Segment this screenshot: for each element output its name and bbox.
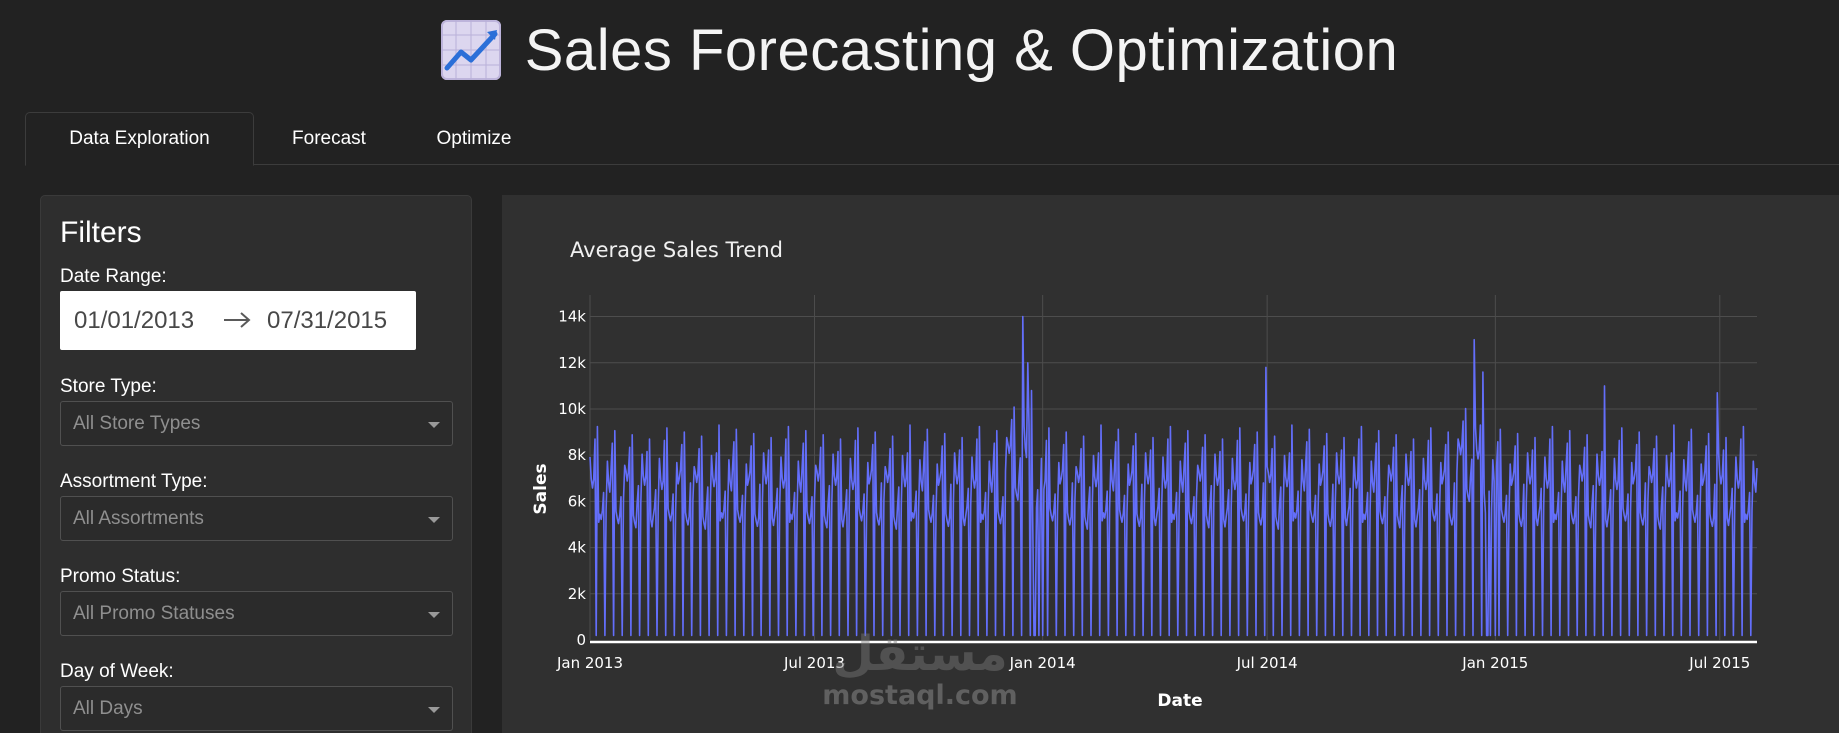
y-tick-label: 14k bbox=[558, 308, 586, 326]
y-tick-label: 0 bbox=[576, 631, 586, 649]
filters-title: Filters bbox=[60, 216, 142, 249]
chevron-down-icon bbox=[428, 422, 440, 428]
assortment-type-value: All Assortments bbox=[73, 508, 204, 529]
x-axis-title: Date bbox=[1157, 691, 1202, 711]
promo-status-label: Promo Status: bbox=[60, 566, 181, 587]
sales-series-line[interactable] bbox=[589, 315, 1758, 637]
chevron-down-icon bbox=[428, 612, 440, 618]
y-tick-label: 2k bbox=[568, 585, 587, 603]
chevron-down-icon bbox=[428, 707, 440, 713]
filters-panel: Filters Date Range: 01/01/2013 07/31/201… bbox=[40, 195, 472, 733]
promo-status-value: All Promo Statuses bbox=[73, 603, 235, 624]
x-tick-label: Jan 2013 bbox=[556, 654, 623, 672]
x-tick-label: Jul 2014 bbox=[1236, 654, 1298, 672]
sales-trend-chart: Average Sales Trend 0 2k 4k 6k 8k 10k 12k 14k J… bbox=[502, 195, 1839, 733]
y-axis-title: Sales bbox=[531, 463, 551, 514]
x-tick-label: Jan 2014 bbox=[1009, 654, 1076, 672]
chart-title: Average Sales Trend bbox=[570, 238, 783, 262]
date-range-label: Date Range: bbox=[60, 266, 167, 287]
tab-forecast[interactable]: Forecast bbox=[292, 127, 366, 149]
tab-data-exploration[interactable]: Data Exploration bbox=[25, 112, 254, 166]
chevron-down-icon bbox=[428, 517, 440, 523]
y-tick-label: 8k bbox=[568, 446, 587, 464]
store-type-select[interactable]: All Store Types bbox=[60, 401, 453, 446]
store-type-value: All Store Types bbox=[73, 413, 201, 434]
store-type-label: Store Type: bbox=[60, 376, 157, 397]
y-tick-label: 12k bbox=[558, 354, 586, 372]
x-tick-label: Jul 2013 bbox=[783, 654, 845, 672]
start-date-input[interactable]: 01/01/2013 bbox=[74, 306, 195, 334]
end-date-input[interactable]: 07/31/2015 bbox=[267, 306, 388, 334]
y-tick-label: 6k bbox=[568, 492, 587, 510]
chart-increasing-icon bbox=[440, 20, 501, 80]
tab-optimize[interactable]: Optimize bbox=[436, 127, 512, 149]
chart-plot-area[interactable]: 0 2k 4k 6k 8k 10k 12k 14k Jan 2013 Jul 2013 Jan 2… bbox=[502, 195, 1839, 733]
y-tick-label: 10k bbox=[558, 400, 586, 418]
day-of-week-label: Day of Week: bbox=[60, 661, 174, 682]
x-tick-label: Jan 2015 bbox=[1461, 654, 1528, 672]
assortment-type-select[interactable]: All Assortments bbox=[60, 496, 453, 541]
assortment-type-label: Assortment Type: bbox=[60, 471, 208, 492]
x-tick-label: Jul 2015 bbox=[1688, 654, 1750, 672]
arrow-right-icon bbox=[222, 305, 252, 342]
date-range-picker[interactable]: 01/01/2013 07/31/2015 bbox=[60, 291, 416, 350]
y-tick-label: 4k bbox=[568, 539, 587, 557]
app-header: Sales Forecasting & Optimization bbox=[0, 0, 1839, 100]
page-title: Sales Forecasting & Optimization bbox=[524, 17, 1399, 83]
day-of-week-select[interactable]: All Days bbox=[60, 686, 453, 731]
tab-bar: Data Exploration Forecast Optimize bbox=[25, 112, 1839, 166]
promo-status-select[interactable]: All Promo Statuses bbox=[60, 591, 453, 636]
day-of-week-value: All Days bbox=[73, 698, 143, 719]
